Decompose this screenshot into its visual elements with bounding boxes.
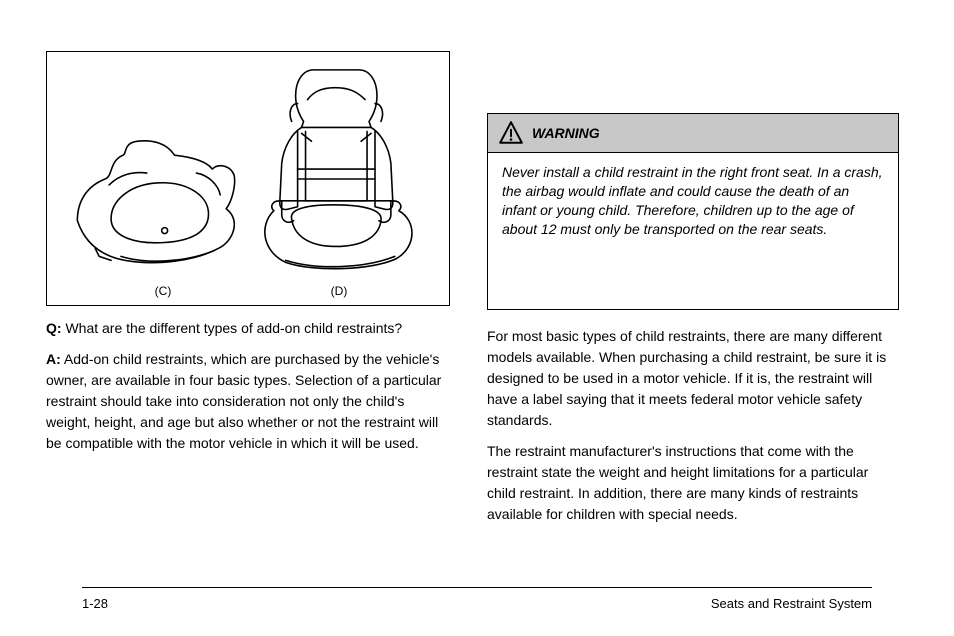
a-text: Add-on child restraints, which are purch… [46, 351, 441, 451]
footer-rule [82, 587, 872, 588]
page-root: (C) (D) Q: What are the different types … [0, 0, 954, 636]
qa-question: Q: What are the different types of add-o… [46, 318, 450, 339]
footer-section-title: Seats and Restraint System [572, 596, 872, 611]
right-paragraph-b: The restraint manufacturer's instruction… [487, 441, 899, 525]
boosters-illustration [47, 52, 449, 305]
warning-title: WARNING [532, 125, 600, 141]
footer-page-number: 1-28 [82, 596, 182, 611]
figure-box: (C) (D) [46, 51, 450, 306]
a-label: A: [46, 351, 61, 367]
right-paragraph-a: For most basic types of child restraints… [487, 326, 899, 431]
warning-box: WARNING Never install a child restraint … [487, 113, 899, 310]
right-text-column: For most basic types of child restraints… [487, 326, 899, 535]
figure-c-label: (C) [133, 284, 193, 298]
warning-icon [498, 120, 524, 146]
qa-answer: A: Add-on child restraints, which are pu… [46, 349, 450, 454]
left-text-column: Q: What are the different types of add-o… [46, 318, 450, 464]
q-text: What are the different types of add-on c… [65, 320, 402, 336]
warning-header: WARNING [488, 114, 898, 153]
warning-body: Never install a child restraint in the r… [488, 153, 898, 251]
figure-d-label: (D) [309, 284, 369, 298]
q-label: Q: [46, 320, 62, 336]
